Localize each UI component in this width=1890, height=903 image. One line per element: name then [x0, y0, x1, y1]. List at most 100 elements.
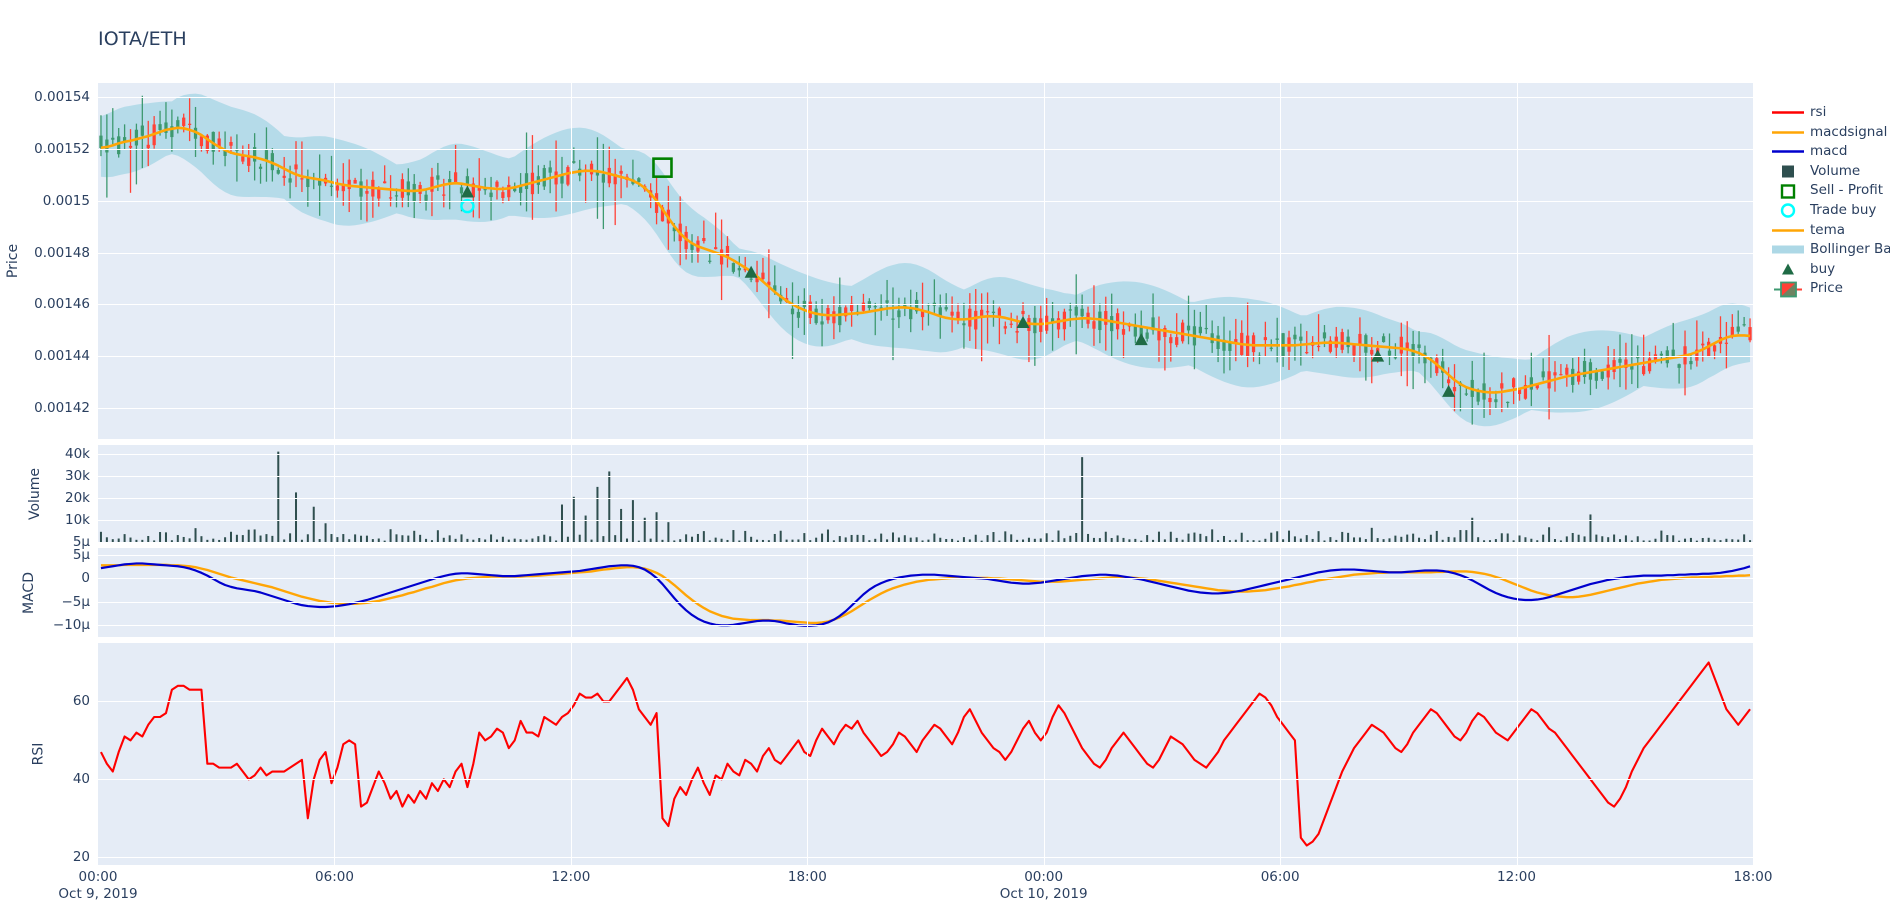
candle-body — [300, 178, 304, 180]
volume-bar — [170, 540, 173, 542]
candle-body — [176, 120, 180, 129]
candle-body — [962, 323, 966, 326]
candle-body — [1003, 326, 1007, 329]
volume-bar — [1500, 533, 1503, 542]
volume-bar — [1483, 540, 1486, 542]
volume-bar — [1335, 539, 1338, 542]
gridline-horizontal — [98, 857, 1753, 859]
volume-bar — [1725, 538, 1728, 542]
candle-body — [117, 136, 121, 155]
volume-bar — [472, 539, 475, 542]
x-tick-label: 00:00 — [78, 869, 118, 885]
legend-item[interactable]: macd — [1769, 142, 1889, 162]
gridline-horizontal — [98, 453, 1753, 455]
legend-item[interactable]: rsi — [1769, 103, 1889, 123]
candle-body — [743, 268, 747, 271]
candle-body — [997, 308, 1002, 318]
volume-bar — [1175, 537, 1178, 542]
volume-bar — [915, 537, 918, 542]
legend-item[interactable]: Price — [1769, 279, 1889, 299]
volume-bar — [277, 451, 280, 542]
legend-item-label: Sell - Profit — [1810, 182, 1884, 199]
volume-bar — [1376, 538, 1379, 542]
legend-item[interactable]: macdsignal — [1769, 123, 1889, 143]
volume-bar — [318, 539, 321, 542]
legend-item[interactable]: buy — [1769, 260, 1889, 280]
volume-bar — [921, 540, 924, 542]
candle-body — [1340, 332, 1344, 350]
volume-bar — [1684, 538, 1687, 542]
volume-bar — [1713, 539, 1716, 542]
volume-bar — [1234, 539, 1237, 542]
volume-bar — [1288, 530, 1291, 542]
volume-bar — [1435, 530, 1438, 542]
volume-bar — [1512, 540, 1515, 542]
candle-body — [755, 277, 759, 283]
candle-body — [974, 310, 978, 330]
volume-bar — [1518, 535, 1521, 542]
candle-body — [1175, 337, 1179, 345]
volume-bar — [1488, 540, 1491, 542]
volume-bar — [767, 540, 770, 542]
candle-body — [1642, 366, 1646, 375]
volume-bar — [1033, 538, 1036, 542]
candle-body — [388, 197, 393, 199]
volume-bars — [99, 451, 1752, 542]
candle-body — [838, 307, 842, 326]
volume-bar — [1583, 536, 1586, 542]
candle-body — [903, 303, 907, 309]
volume-bar — [1701, 538, 1704, 542]
volume-bar — [939, 537, 942, 542]
volume-bar — [998, 540, 1001, 542]
volume-bar — [253, 529, 256, 542]
candle-body — [1553, 372, 1557, 376]
volume-bar — [229, 531, 232, 542]
legend-item-label: macd — [1810, 143, 1848, 160]
volume-bar — [779, 530, 782, 542]
candle-body — [1742, 324, 1746, 326]
candle-body — [1476, 390, 1480, 402]
legend-item[interactable]: Sell - Profit — [1769, 181, 1889, 201]
chart-legend: rsi macdsignal macd Volume Sell - Profit Trad… — [1769, 103, 1890, 299]
legend-item[interactable]: Volume — [1769, 162, 1889, 182]
legend-item[interactable]: Trade buy — [1769, 201, 1889, 221]
volume-bar — [685, 534, 688, 542]
volume-bar — [596, 486, 599, 542]
y-tick-label: 0.00154 — [34, 89, 90, 106]
candle-body — [1068, 309, 1072, 311]
volume-bar — [1412, 533, 1415, 542]
volume-bar — [708, 540, 711, 542]
volume-bar — [1743, 534, 1746, 542]
volume-bar — [1441, 539, 1444, 542]
legend-triangle-up-icon — [1769, 260, 1807, 279]
candle-body — [377, 189, 381, 199]
candle-body — [140, 125, 144, 136]
candle-body — [1074, 306, 1078, 316]
volume-bar — [1051, 540, 1054, 542]
candle-body — [258, 166, 263, 169]
candle-body — [702, 238, 706, 242]
macd-axis-title: MACD — [20, 571, 37, 614]
volume-bar — [448, 535, 451, 542]
candle-body — [448, 179, 452, 183]
candle-body — [1535, 383, 1539, 389]
buy-marker — [1134, 333, 1148, 346]
candle-body — [589, 163, 594, 175]
volume-axis-title: Volume — [27, 467, 44, 520]
candle-body — [1204, 327, 1208, 330]
legend-square-filled-icon — [1769, 162, 1807, 181]
volume-bar — [1110, 538, 1113, 542]
candle-body — [471, 183, 475, 198]
volume-bar — [1081, 457, 1084, 542]
legend-item[interactable]: tema — [1769, 221, 1889, 241]
volume-bar — [324, 523, 327, 542]
candle-body — [1659, 353, 1664, 356]
volume-bar — [980, 540, 983, 542]
legend-item[interactable]: Bollinger Band — [1769, 240, 1890, 260]
macd-panel — [98, 548, 1753, 637]
candle-body — [1180, 322, 1185, 342]
volume-bar — [401, 535, 404, 542]
candle-body — [1222, 339, 1226, 351]
candle-body — [1033, 317, 1037, 334]
